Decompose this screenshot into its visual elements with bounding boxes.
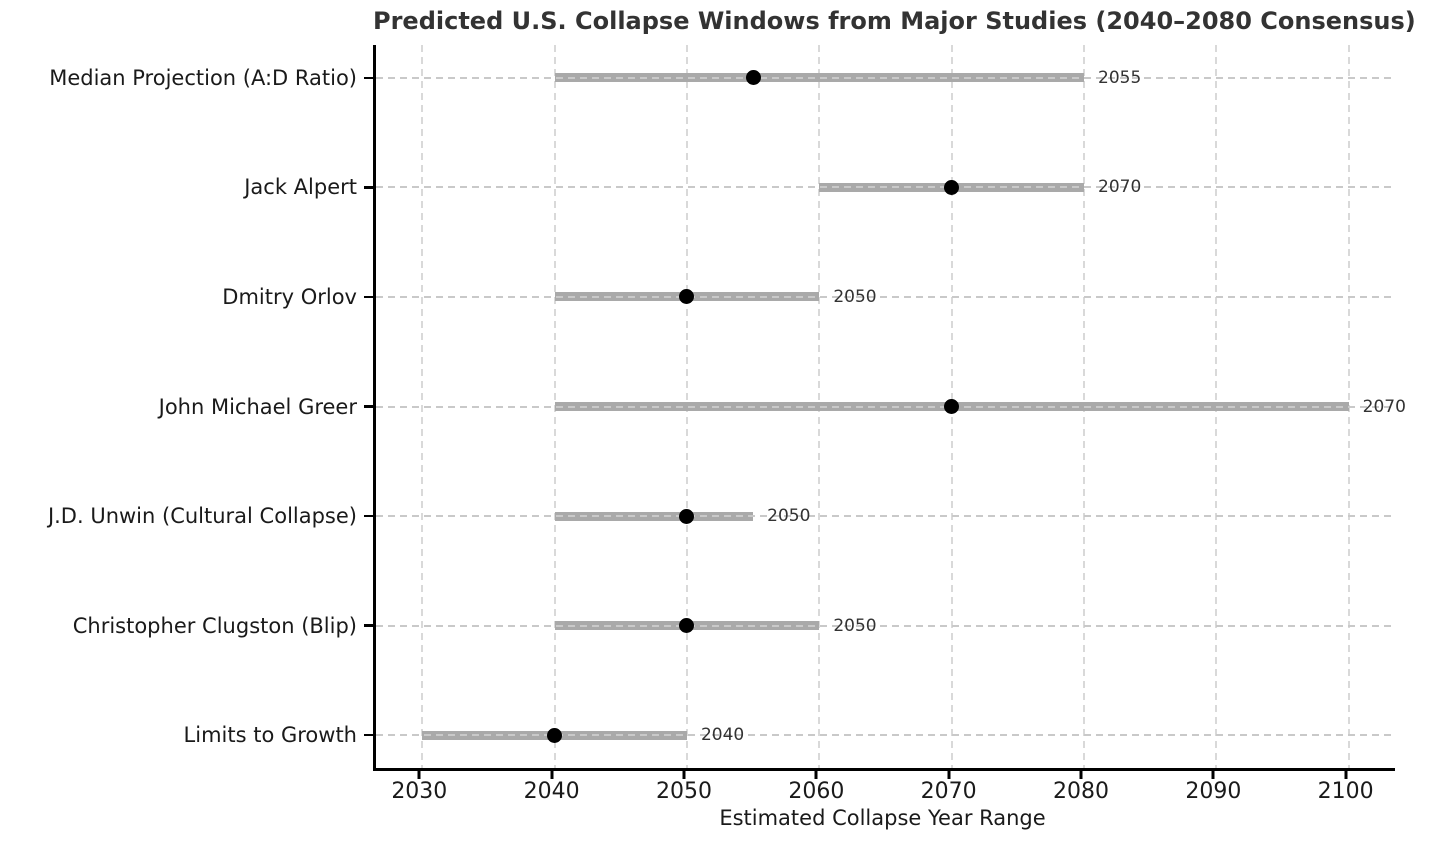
- y-axis-label: Dmitry Orlov: [222, 284, 357, 309]
- point-dot: [679, 289, 695, 305]
- y-axis-label: Limits to Growth: [183, 723, 357, 748]
- value-annotation: 2070: [1362, 396, 1406, 417]
- row-gridline: [376, 734, 1395, 737]
- point-dot: [944, 399, 960, 414]
- point-dot: [679, 508, 695, 524]
- chart-title: Predicted U.S. Collapse Windows from Maj…: [373, 7, 1416, 35]
- x-tick-mark: [417, 770, 421, 779]
- x-tick-mark: [947, 770, 951, 779]
- value-annotation: 2070: [1098, 177, 1142, 198]
- point-dot: [547, 727, 563, 743]
- x-tick-label: 2040: [523, 779, 580, 804]
- x-tick-label: 2100: [1317, 779, 1374, 804]
- point-dot: [944, 179, 960, 195]
- point-dot: [679, 618, 695, 634]
- x-tick-label: 2090: [1185, 779, 1242, 804]
- y-axis-label: John Michael Greer: [158, 394, 357, 419]
- row-gridline: [376, 186, 1395, 189]
- x-tick-mark: [1079, 770, 1083, 779]
- y-axis-label: J.D. Unwin (Cultural Collapse): [47, 504, 357, 529]
- value-annotation: 2055: [1098, 67, 1142, 88]
- x-tick-label: 2050: [655, 779, 712, 804]
- x-tick-label: 2030: [391, 779, 448, 804]
- y-tick-mark: [364, 76, 373, 80]
- x-axis-title: Estimated Collapse Year Range: [719, 806, 1046, 830]
- y-tick-mark: [364, 624, 373, 627]
- value-annotation: 2050: [767, 506, 811, 527]
- x-tick-label: 2080: [1053, 779, 1109, 804]
- y-axis-label: Christopher Clugston (Blip): [72, 613, 357, 638]
- y-tick-mark: [364, 186, 373, 189]
- y-tick-mark: [364, 733, 373, 737]
- x-tick-mark: [1211, 770, 1215, 779]
- y-axis-label: Jack Alpert: [244, 175, 357, 200]
- row-gridline: [376, 295, 1395, 298]
- x-tick-mark: [550, 770, 554, 779]
- y-tick-mark: [364, 405, 373, 408]
- x-tick-label: 2070: [920, 779, 977, 804]
- row-gridline: [376, 76, 1395, 79]
- plot-area: 2055 2070 2050 2070 2050 2050 2040: [364, 45, 1406, 771]
- value-annotation: 2050: [833, 615, 877, 636]
- value-annotation: 2050: [833, 286, 877, 307]
- x-tick-label: 2060: [788, 779, 845, 804]
- y-axis-labels: Median Projection (A:D Ratio) Jack Alpert…: [0, 45, 357, 768]
- y-tick-mark: [364, 514, 373, 518]
- x-axis: 2030 2040 2050 2060 2070 2080 2090 2100: [373, 768, 1392, 843]
- y-tick-mark: [364, 295, 373, 299]
- x-tick-mark: [682, 770, 686, 779]
- value-annotation: 2040: [700, 725, 745, 746]
- x-tick-mark: [814, 770, 818, 779]
- row-gridline: [376, 515, 1395, 518]
- point-dot: [745, 70, 761, 86]
- row-gridline: [376, 405, 1395, 408]
- y-axis-label: Median Projection (A:D Ratio): [49, 65, 357, 90]
- x-tick-mark: [1344, 770, 1348, 779]
- row-gridline: [376, 624, 1395, 627]
